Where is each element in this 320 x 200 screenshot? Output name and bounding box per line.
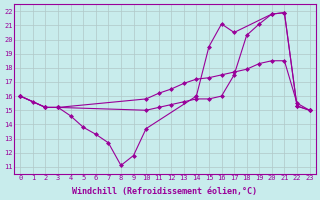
X-axis label: Windchill (Refroidissement éolien,°C): Windchill (Refroidissement éolien,°C) xyxy=(72,187,258,196)
